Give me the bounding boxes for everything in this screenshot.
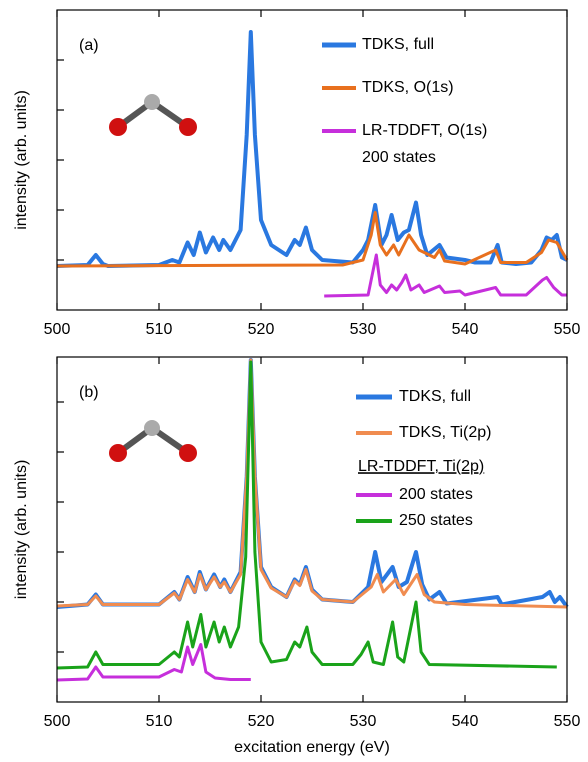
molecule-icon <box>109 94 197 136</box>
data-line <box>324 253 567 298</box>
panel-label: (b) <box>79 384 99 401</box>
x-tick-label: 510 <box>146 321 173 338</box>
data-line <box>56 643 251 682</box>
y-axis-label: intensity (arb. units) <box>13 90 30 230</box>
molecule-icon <box>109 420 197 462</box>
x-axis-label: excitation energy (eV) <box>234 739 390 756</box>
x-tick-label: 500 <box>44 713 71 730</box>
legend-label: TDKS, full <box>399 388 471 405</box>
x-tick-label: 540 <box>452 321 479 338</box>
legend-label: 250 states <box>399 512 473 529</box>
x-tick-label: 510 <box>146 713 173 730</box>
data-line <box>56 30 568 268</box>
legend-label: TDKS, Ti(2p) <box>399 424 491 441</box>
data-line <box>56 358 568 609</box>
x-tick-label: 500 <box>44 321 71 338</box>
data-line <box>56 211 569 268</box>
plot-frame <box>56 356 568 703</box>
panel-label: (a) <box>79 37 99 54</box>
legend-label: 200 states <box>399 486 473 503</box>
x-tick-label: 540 <box>452 713 479 730</box>
y-axis-label: intensity (arb. units) <box>13 460 30 600</box>
x-tick-label: 530 <box>350 321 377 338</box>
x-tick-label: 550 <box>554 713 581 730</box>
legend-label: TDKS, full <box>362 36 434 53</box>
legend-label: TDKS, O(1s) <box>362 79 454 96</box>
x-tick-label: 530 <box>350 713 377 730</box>
legend-note: 200 states <box>362 149 436 166</box>
data-line <box>56 358 569 609</box>
legend-heading: LR-TDDFT, Ti(2p) <box>358 458 484 475</box>
x-tick-label: 520 <box>248 321 275 338</box>
x-tick-label: 550 <box>554 321 581 338</box>
legend-label: LR-TDDFT, O(1s) <box>362 122 487 139</box>
x-tick-label: 520 <box>248 713 275 730</box>
data-line <box>56 360 557 670</box>
